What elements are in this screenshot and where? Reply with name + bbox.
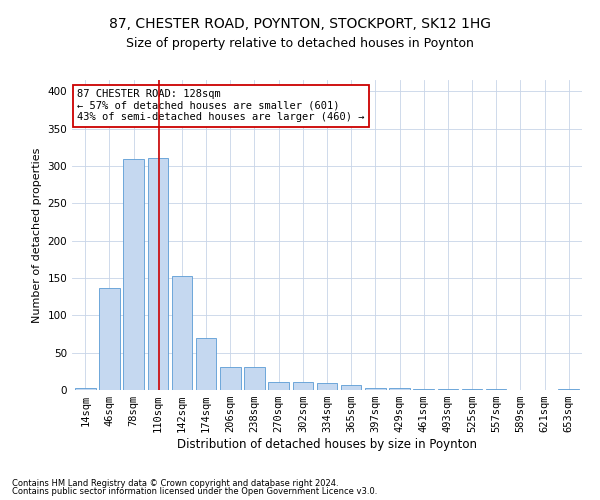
Bar — [365, 388, 386, 390]
Bar — [389, 388, 410, 390]
Y-axis label: Number of detached properties: Number of detached properties — [32, 148, 42, 322]
Bar — [124, 159, 144, 390]
Bar — [341, 385, 361, 390]
Bar — [559, 388, 579, 390]
Text: Contains HM Land Registry data © Crown copyright and database right 2024.: Contains HM Land Registry data © Crown c… — [12, 478, 338, 488]
Bar — [148, 158, 168, 390]
Text: 87 CHESTER ROAD: 128sqm
← 57% of detached houses are smaller (601)
43% of semi-d: 87 CHESTER ROAD: 128sqm ← 57% of detache… — [77, 90, 365, 122]
Text: Size of property relative to detached houses in Poynton: Size of property relative to detached ho… — [126, 38, 474, 51]
Bar — [268, 382, 289, 390]
Bar — [413, 388, 434, 390]
Text: Contains public sector information licensed under the Open Government Licence v3: Contains public sector information licen… — [12, 487, 377, 496]
Bar — [317, 384, 337, 390]
Bar — [172, 276, 192, 390]
Bar — [196, 338, 217, 390]
Bar — [220, 367, 241, 390]
Bar — [293, 382, 313, 390]
Bar — [75, 388, 95, 390]
X-axis label: Distribution of detached houses by size in Poynton: Distribution of detached houses by size … — [177, 438, 477, 451]
Bar — [244, 367, 265, 390]
Bar — [99, 288, 120, 390]
Text: 87, CHESTER ROAD, POYNTON, STOCKPORT, SK12 1HG: 87, CHESTER ROAD, POYNTON, STOCKPORT, SK… — [109, 18, 491, 32]
